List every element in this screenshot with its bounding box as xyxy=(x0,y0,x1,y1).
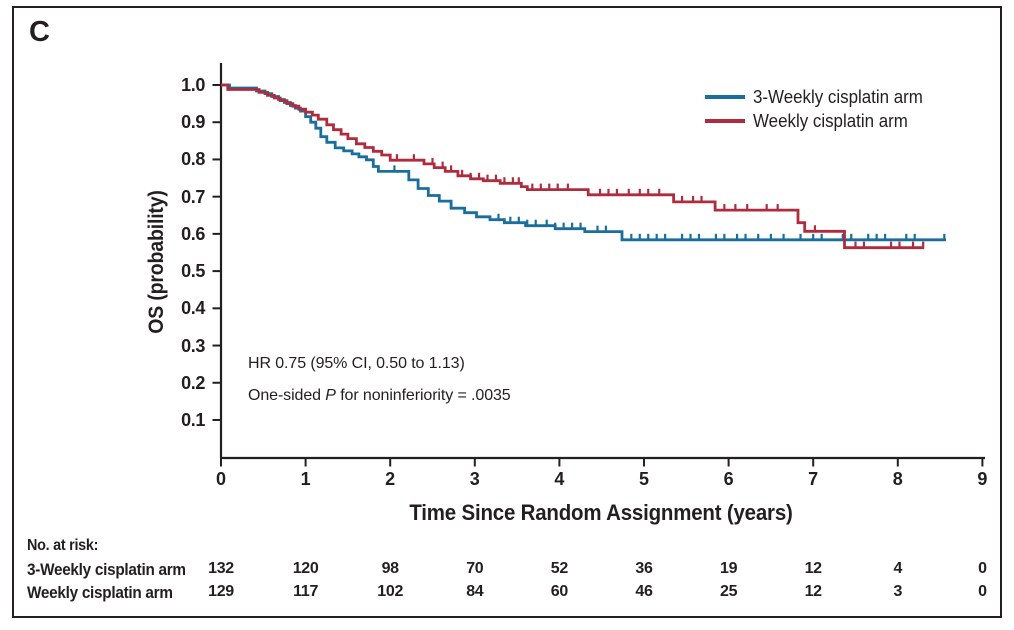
figure-border xyxy=(12,6,1002,618)
pvalue-suffix: for noninferiority = .0035 xyxy=(335,387,511,404)
y-tick-label: 0.5 xyxy=(181,261,205,282)
x-tick-label: 3 xyxy=(469,469,480,489)
blue-line-swatch-icon xyxy=(705,95,745,99)
y-tick-label: 0.2 xyxy=(181,372,205,393)
hazard-ratio-text: HR 0.75 (95% CI, 0.50 to 1.13) xyxy=(248,355,465,372)
axis-lines xyxy=(219,63,985,460)
risk-count: 46 xyxy=(635,583,653,600)
y-tick-label: 0.1 xyxy=(181,409,205,430)
risk-count: 36 xyxy=(635,560,653,577)
x-tick-label: 2 xyxy=(385,469,396,489)
risk-count: 102 xyxy=(377,583,404,600)
legend-label-weekly: Weekly cisplatin arm xyxy=(753,111,908,131)
red-line-swatch-icon xyxy=(705,119,745,123)
legend-item-weekly: Weekly cisplatin arm xyxy=(705,112,918,130)
risk-count: 12 xyxy=(804,560,823,577)
risk-table-header: No. at risk: xyxy=(27,537,99,554)
risk-count: 120 xyxy=(292,560,319,577)
pvalue-text: One-sided P for noninferiority = .0035 xyxy=(248,387,511,405)
x-tick-label: 5 xyxy=(638,469,649,489)
x-tick-label: 9 xyxy=(977,469,988,489)
panel-label: C xyxy=(29,16,50,48)
risk-count: 25 xyxy=(719,583,738,600)
risk-count: 84 xyxy=(466,583,484,600)
x-axis-title: Time Since Random Assignment (years) xyxy=(409,500,793,525)
risk-count: 70 xyxy=(466,560,484,577)
risk-count: 4 xyxy=(893,560,903,577)
pvalue-prefix: One-sided xyxy=(248,387,326,404)
x-tick-label: 7 xyxy=(808,469,819,489)
risk-count: 19 xyxy=(719,560,738,577)
risk-count: 117 xyxy=(293,583,319,600)
risk-count: 3 xyxy=(893,583,903,600)
risk-count: 98 xyxy=(381,560,400,577)
y-tick-label: 0.7 xyxy=(181,186,205,207)
y-tick-label: 0.8 xyxy=(181,149,205,170)
x-tick-label: 8 xyxy=(892,469,903,489)
risk-count: 0 xyxy=(978,560,987,577)
km-curve-3weekly xyxy=(221,83,946,242)
risk-row-label-3weekly: 3-Weekly cisplatin arm xyxy=(27,560,186,579)
x-tick-label: 4 xyxy=(554,469,565,489)
y-tick-label: 0.9 xyxy=(181,112,205,133)
x-tick-label: 1 xyxy=(300,469,311,489)
risk-count: 129 xyxy=(208,583,234,600)
risk-count: 132 xyxy=(208,560,234,577)
legend-item-3weekly: 3-Weekly cisplatin arm xyxy=(705,88,934,106)
km-curve-weekly xyxy=(221,83,924,250)
y-tick-label: 0.6 xyxy=(181,223,205,244)
risk-count: 60 xyxy=(550,583,569,600)
x-tick-label: 6 xyxy=(723,469,734,489)
risk-count: 0 xyxy=(978,583,987,600)
risk-row-label-weekly: Weekly cisplatin arm xyxy=(27,583,173,602)
y-tick-label: 1.0 xyxy=(181,75,205,95)
pvalue-italic-p: P xyxy=(325,387,336,404)
x-tick-label: 0 xyxy=(215,469,226,489)
y-tick-label: 0.3 xyxy=(181,335,205,356)
risk-count: 52 xyxy=(550,560,569,577)
y-tick-label: 0.4 xyxy=(181,298,205,319)
risk-count: 12 xyxy=(804,583,823,600)
legend-label-3weekly: 3-Weekly cisplatin arm xyxy=(753,87,923,107)
